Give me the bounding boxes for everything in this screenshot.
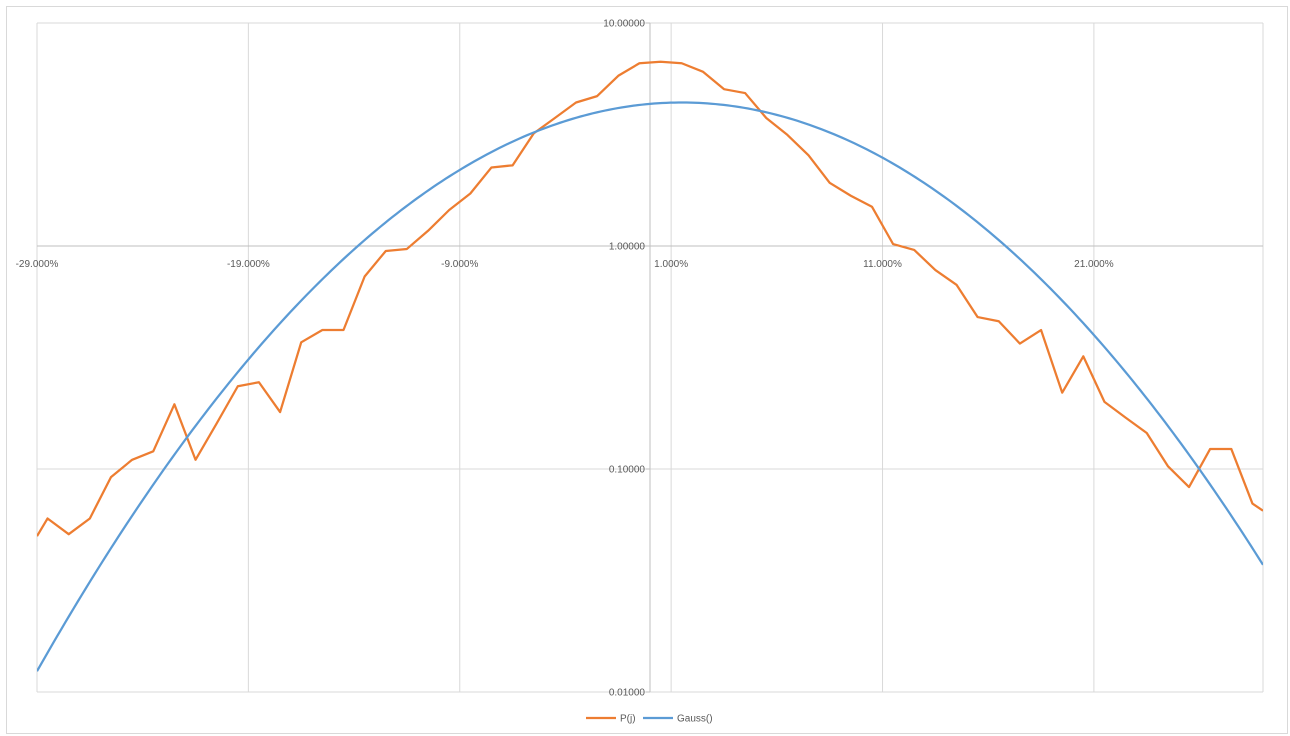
x-tick-label: 1.000% [654, 259, 688, 270]
x-tick-label: -9.000% [441, 259, 478, 270]
y-tick-label: 10.00000 [603, 19, 645, 30]
axis-layer [37, 22, 1263, 693]
chart-frame: -29.000% -19.000% -9.000% 1.000% 11.000% 21.0… [6, 6, 1288, 734]
legend: P(j) Gauss() [586, 714, 713, 725]
series-layer [37, 60, 1263, 672]
y-tick-label: 1.00000 [609, 242, 646, 253]
legend-label-pj: P(j) [620, 714, 636, 725]
legend-label-gauss: Gauss() [677, 714, 713, 725]
x-tick-label: 11.000% [863, 259, 902, 270]
chart: -29.000% -19.000% -9.000% 1.000% 11.000% 21.0… [16, 19, 1264, 725]
series-pj-line [37, 60, 1263, 537]
y-tick-label: 0.01000 [609, 688, 646, 699]
x-tick-label: 21.000% [1074, 259, 1114, 270]
y-tick-label: 0.10000 [609, 465, 646, 476]
series-gauss-line [37, 101, 1263, 672]
x-tick-label: -29.000% [16, 259, 59, 270]
label-layer: -29.000% -19.000% -9.000% 1.000% 11.000% 21.0… [16, 19, 1114, 699]
x-tick-label: -19.000% [227, 259, 270, 270]
